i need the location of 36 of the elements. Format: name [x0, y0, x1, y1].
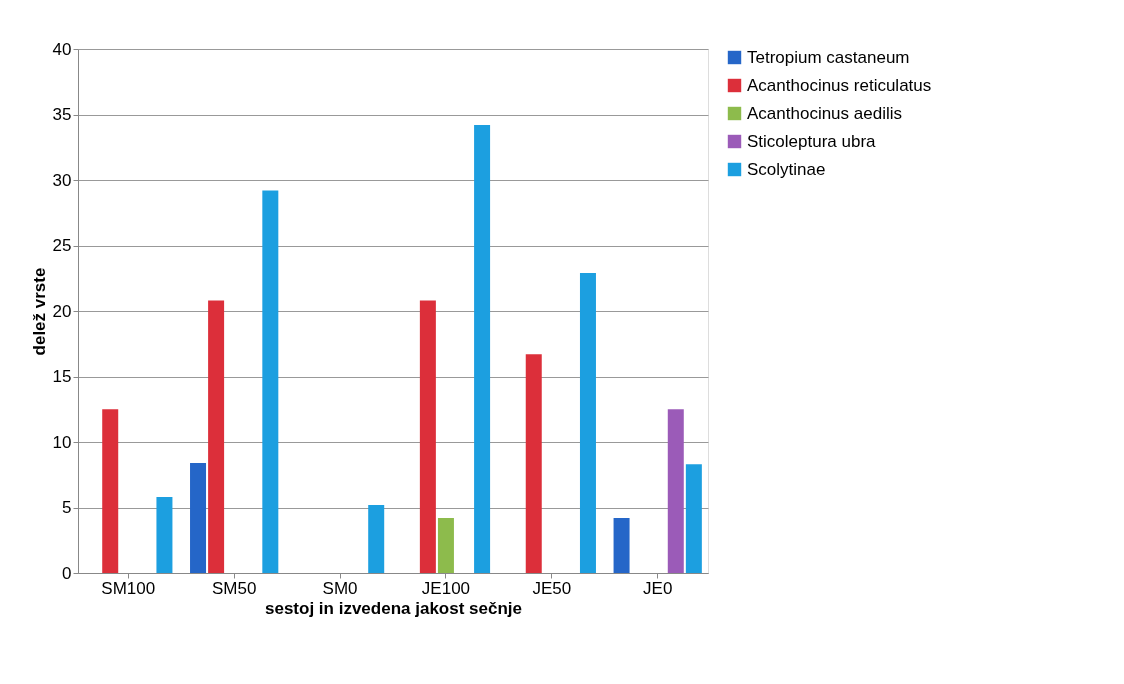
y-tick-label: 5 — [62, 498, 72, 517]
bar — [437, 517, 454, 573]
bar — [156, 497, 173, 573]
y-tick-label: 35 — [52, 105, 72, 124]
bar — [525, 354, 542, 573]
bar — [474, 124, 491, 573]
x-axis-title: sestoj in izvedena jakost sečnje — [264, 598, 523, 618]
x-tick-label: JE0 — [643, 578, 673, 598]
bar — [667, 409, 684, 573]
legend-label: Scolytinae — [747, 159, 826, 179]
bar — [685, 464, 702, 573]
legend-label: Acanthocinus reticulatus — [747, 75, 932, 95]
legend-label: Sticoleptura ubra — [747, 131, 877, 151]
y-tick-label: 10 — [52, 432, 72, 452]
x-tick-label: SM100 — [101, 578, 156, 598]
bar — [208, 300, 225, 573]
x-tick-label: SM0 — [322, 578, 358, 598]
x-tick-label: JE50 — [532, 578, 572, 598]
y-tick-label: 40 — [52, 39, 72, 59]
y-tick-label: 30 — [52, 170, 72, 190]
legend-label: Tetropium castaneum — [747, 47, 910, 67]
bar — [190, 462, 207, 573]
y-tick-label: 20 — [52, 301, 72, 321]
bar — [579, 273, 596, 573]
bar — [102, 409, 119, 573]
bar — [419, 300, 436, 573]
y-tick-label: 25 — [52, 236, 72, 255]
bar — [613, 517, 630, 573]
x-tick-label: SM50 — [211, 578, 257, 598]
x-tick-label: JE100 — [421, 578, 471, 598]
y-tick-label: 15 — [52, 367, 72, 386]
y-tick-label: 0 — [62, 563, 72, 583]
legend-label: Acanthocinus aedilis — [747, 103, 902, 123]
bar — [262, 190, 279, 573]
bar — [368, 504, 385, 573]
y-axis-title: delež vrste — [29, 267, 49, 356]
